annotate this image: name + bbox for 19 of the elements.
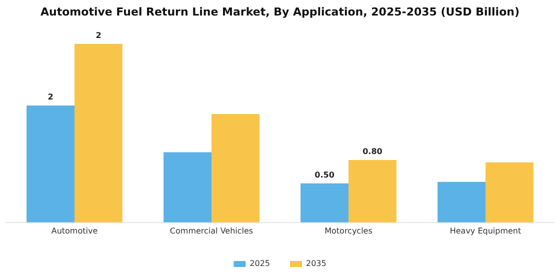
data-label: 2 bbox=[96, 30, 102, 40]
bar bbox=[74, 44, 122, 222]
x-tick-label: Motorcycles bbox=[324, 226, 372, 236]
legend-label: 2025 bbox=[250, 259, 270, 268]
data-label: 0.80 bbox=[362, 147, 383, 156]
chart-title: Automotive Fuel Return Line Market, By Application, 2025-2035 (USD Billion) bbox=[40, 5, 520, 18]
x-tick-label: Commercial Vehicles bbox=[170, 226, 254, 236]
data-label: 2 bbox=[48, 92, 54, 102]
x-tick-label: Heavy Equipment bbox=[450, 226, 522, 236]
bar bbox=[212, 114, 260, 222]
bar bbox=[164, 152, 212, 222]
bar bbox=[438, 182, 486, 222]
bar bbox=[26, 105, 74, 222]
data-label: 0.50 bbox=[314, 170, 335, 180]
bar bbox=[300, 183, 348, 222]
legend-label: 2035 bbox=[306, 259, 326, 268]
x-tick-label: Automotive bbox=[51, 226, 98, 236]
bar bbox=[348, 160, 396, 222]
bar bbox=[486, 162, 534, 222]
